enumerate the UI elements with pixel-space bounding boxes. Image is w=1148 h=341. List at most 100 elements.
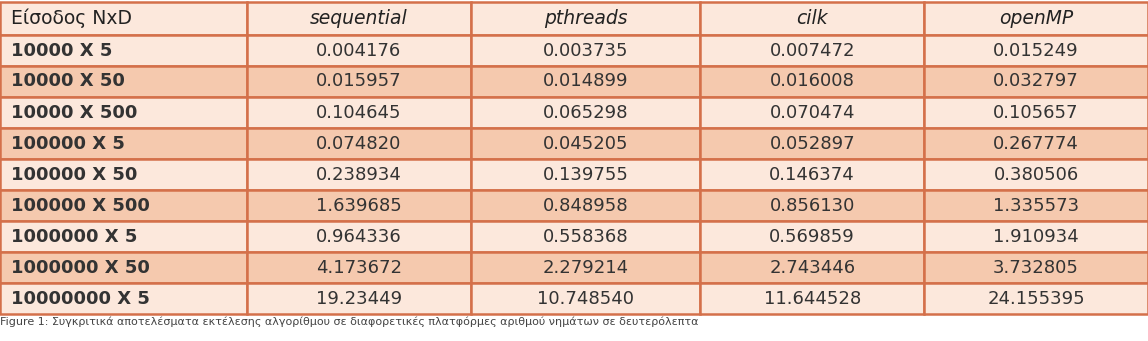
Text: 0.070474: 0.070474 bbox=[769, 104, 855, 121]
FancyBboxPatch shape bbox=[0, 35, 247, 66]
FancyBboxPatch shape bbox=[471, 128, 700, 159]
Text: 0.004176: 0.004176 bbox=[316, 42, 402, 59]
Text: Είσοδος NxD: Είσοδος NxD bbox=[11, 9, 132, 28]
Text: 100000 X 5: 100000 X 5 bbox=[11, 134, 125, 152]
FancyBboxPatch shape bbox=[924, 66, 1148, 97]
FancyBboxPatch shape bbox=[247, 97, 471, 128]
FancyBboxPatch shape bbox=[471, 2, 700, 35]
Text: 0.045205: 0.045205 bbox=[543, 134, 628, 152]
Text: 24.155395: 24.155395 bbox=[987, 290, 1085, 308]
Text: 0.139755: 0.139755 bbox=[543, 165, 628, 183]
Text: 1000000 X 50: 1000000 X 50 bbox=[11, 258, 150, 277]
Text: 1.639685: 1.639685 bbox=[316, 196, 402, 214]
Text: 0.238934: 0.238934 bbox=[316, 165, 402, 183]
Text: 0.146374: 0.146374 bbox=[769, 165, 855, 183]
Text: 10000000 X 5: 10000000 X 5 bbox=[11, 290, 150, 308]
FancyBboxPatch shape bbox=[471, 97, 700, 128]
FancyBboxPatch shape bbox=[700, 66, 924, 97]
FancyBboxPatch shape bbox=[247, 35, 471, 66]
FancyBboxPatch shape bbox=[700, 97, 924, 128]
FancyBboxPatch shape bbox=[247, 190, 471, 221]
Text: sequential: sequential bbox=[310, 9, 408, 28]
Text: 10.748540: 10.748540 bbox=[537, 290, 634, 308]
Text: 0.016008: 0.016008 bbox=[770, 73, 854, 90]
Text: 19.23449: 19.23449 bbox=[316, 290, 402, 308]
FancyBboxPatch shape bbox=[700, 128, 924, 159]
FancyBboxPatch shape bbox=[700, 283, 924, 314]
Text: 100000 X 500: 100000 X 500 bbox=[11, 196, 150, 214]
Text: 10000 X 5: 10000 X 5 bbox=[11, 42, 113, 59]
Text: 0.558368: 0.558368 bbox=[543, 227, 628, 246]
FancyBboxPatch shape bbox=[700, 2, 924, 35]
Text: cilk: cilk bbox=[797, 9, 828, 28]
Text: 10000 X 500: 10000 X 500 bbox=[11, 104, 138, 121]
FancyBboxPatch shape bbox=[471, 283, 700, 314]
Text: 0.052897: 0.052897 bbox=[769, 134, 855, 152]
Text: Figure 1: Συγκριτικά αποτελέσματα εκτέλεσης αλγορίθμου σε διαφορετικές πλατφόρμε: Figure 1: Συγκριτικά αποτελέσματα εκτέλε… bbox=[0, 317, 698, 327]
Text: 0.848958: 0.848958 bbox=[543, 196, 628, 214]
Text: 1000000 X 5: 1000000 X 5 bbox=[11, 227, 138, 246]
FancyBboxPatch shape bbox=[0, 66, 247, 97]
Text: 0.856130: 0.856130 bbox=[769, 196, 855, 214]
FancyBboxPatch shape bbox=[471, 35, 700, 66]
Text: 11.644528: 11.644528 bbox=[763, 290, 861, 308]
Text: 0.074820: 0.074820 bbox=[316, 134, 402, 152]
FancyBboxPatch shape bbox=[700, 252, 924, 283]
Text: 0.104645: 0.104645 bbox=[316, 104, 402, 121]
Text: 0.032797: 0.032797 bbox=[993, 73, 1079, 90]
FancyBboxPatch shape bbox=[247, 2, 471, 35]
FancyBboxPatch shape bbox=[0, 190, 247, 221]
Text: 3.732805: 3.732805 bbox=[993, 258, 1079, 277]
Text: 0.380506: 0.380506 bbox=[993, 165, 1079, 183]
FancyBboxPatch shape bbox=[471, 252, 700, 283]
Text: 0.015957: 0.015957 bbox=[316, 73, 402, 90]
Text: 2.279214: 2.279214 bbox=[542, 258, 629, 277]
Text: 0.007472: 0.007472 bbox=[769, 42, 855, 59]
FancyBboxPatch shape bbox=[924, 252, 1148, 283]
FancyBboxPatch shape bbox=[471, 221, 700, 252]
Text: 0.003735: 0.003735 bbox=[543, 42, 628, 59]
FancyBboxPatch shape bbox=[247, 66, 471, 97]
FancyBboxPatch shape bbox=[471, 190, 700, 221]
Text: 0.015249: 0.015249 bbox=[993, 42, 1079, 59]
Text: 2.743446: 2.743446 bbox=[769, 258, 855, 277]
FancyBboxPatch shape bbox=[247, 159, 471, 190]
FancyBboxPatch shape bbox=[924, 221, 1148, 252]
FancyBboxPatch shape bbox=[924, 128, 1148, 159]
FancyBboxPatch shape bbox=[0, 283, 247, 314]
Text: 10000 X 50: 10000 X 50 bbox=[11, 73, 125, 90]
Text: 1.910934: 1.910934 bbox=[993, 227, 1079, 246]
FancyBboxPatch shape bbox=[247, 221, 471, 252]
Text: pthreads: pthreads bbox=[544, 9, 627, 28]
FancyBboxPatch shape bbox=[700, 190, 924, 221]
FancyBboxPatch shape bbox=[0, 221, 247, 252]
FancyBboxPatch shape bbox=[471, 159, 700, 190]
FancyBboxPatch shape bbox=[700, 35, 924, 66]
FancyBboxPatch shape bbox=[924, 97, 1148, 128]
Text: 4.173672: 4.173672 bbox=[316, 258, 402, 277]
Text: 0.065298: 0.065298 bbox=[543, 104, 628, 121]
Text: 1.335573: 1.335573 bbox=[993, 196, 1079, 214]
FancyBboxPatch shape bbox=[0, 128, 247, 159]
FancyBboxPatch shape bbox=[471, 66, 700, 97]
Text: 0.569859: 0.569859 bbox=[769, 227, 855, 246]
Text: openMP: openMP bbox=[999, 9, 1073, 28]
Text: 0.105657: 0.105657 bbox=[993, 104, 1079, 121]
FancyBboxPatch shape bbox=[924, 190, 1148, 221]
FancyBboxPatch shape bbox=[0, 159, 247, 190]
FancyBboxPatch shape bbox=[924, 2, 1148, 35]
Text: 0.267774: 0.267774 bbox=[993, 134, 1079, 152]
FancyBboxPatch shape bbox=[700, 159, 924, 190]
Text: 100000 X 50: 100000 X 50 bbox=[11, 165, 138, 183]
FancyBboxPatch shape bbox=[0, 97, 247, 128]
FancyBboxPatch shape bbox=[924, 159, 1148, 190]
FancyBboxPatch shape bbox=[247, 252, 471, 283]
FancyBboxPatch shape bbox=[924, 35, 1148, 66]
FancyBboxPatch shape bbox=[700, 221, 924, 252]
FancyBboxPatch shape bbox=[247, 283, 471, 314]
Text: 0.014899: 0.014899 bbox=[543, 73, 628, 90]
FancyBboxPatch shape bbox=[0, 2, 247, 35]
Text: 0.964336: 0.964336 bbox=[316, 227, 402, 246]
FancyBboxPatch shape bbox=[924, 283, 1148, 314]
FancyBboxPatch shape bbox=[247, 128, 471, 159]
